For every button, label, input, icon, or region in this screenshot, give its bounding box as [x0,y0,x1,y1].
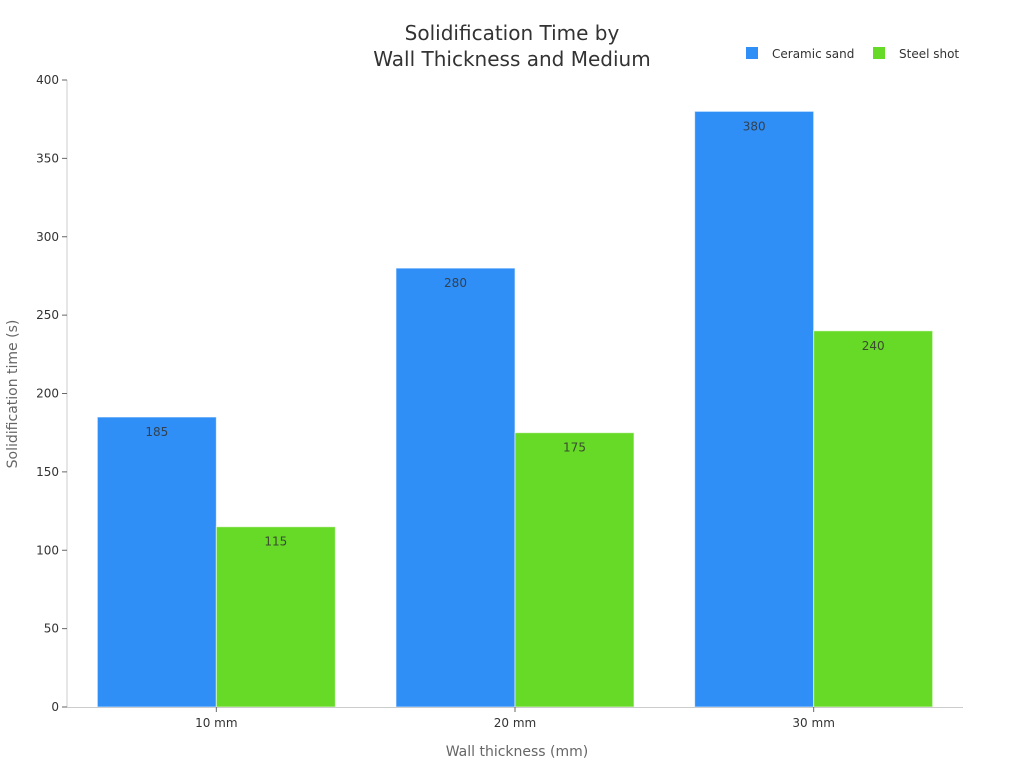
legend-swatch-icon [873,47,885,59]
bar-value-label: 175 [563,441,586,455]
legend-label: Steel shot [899,47,959,61]
y-tick-label: 100 [36,543,59,557]
x-axis-title: Wall thickness (mm) [446,744,589,760]
legend-item[interactable]: Steel shot [873,47,959,61]
bar-value-label: 380 [743,119,766,133]
x-axis: 10 mm 20 mm 30 mm [67,707,963,730]
x-tick-label: 30 mm [792,716,834,730]
y-tick-label: 400 [36,73,59,87]
bar-value-label: 115 [264,535,287,549]
bar-value-label: 280 [444,276,467,290]
chart-title: Solidification Time by Wall Thickness an… [373,21,650,71]
legend-label: Ceramic sand [772,47,854,61]
y-tick-label: 250 [36,308,59,322]
bar-value-label: 185 [145,425,168,439]
x-tick-label: 20 mm [494,716,536,730]
bar-group: 280 175 [395,267,635,708]
legend: Ceramic sand Steel shot [746,47,959,61]
bar[interactable] [813,330,934,708]
bar[interactable] [395,267,516,708]
y-tick-label: 350 [36,151,59,165]
bar[interactable] [694,110,815,708]
bars: 185 115 280 175 380 240 [96,110,934,708]
y-axis: 0 50 100 150 200 250 300 350 400 [36,73,68,714]
y-tick-label: 0 [51,700,59,714]
bar-group: 185 115 [96,416,336,708]
chart-title-line-1: Solidification Time by [405,21,620,45]
y-tick-label: 300 [36,230,59,244]
x-tick-label: 10 mm [195,716,237,730]
bar[interactable] [215,526,336,708]
bar[interactable] [96,416,217,708]
chart-title-line-2: Wall Thickness and Medium [373,47,650,71]
legend-swatch-icon [746,47,758,59]
y-tick-label: 50 [44,622,59,636]
y-axis-title: Solidification time (s) [5,320,21,469]
legend-item[interactable]: Ceramic sand [746,47,854,61]
y-tick-label: 200 [36,387,59,401]
bar-value-label: 240 [862,339,885,353]
y-tick-label: 150 [36,465,59,479]
bar[interactable] [514,432,635,708]
bar-group: 380 240 [694,110,934,708]
